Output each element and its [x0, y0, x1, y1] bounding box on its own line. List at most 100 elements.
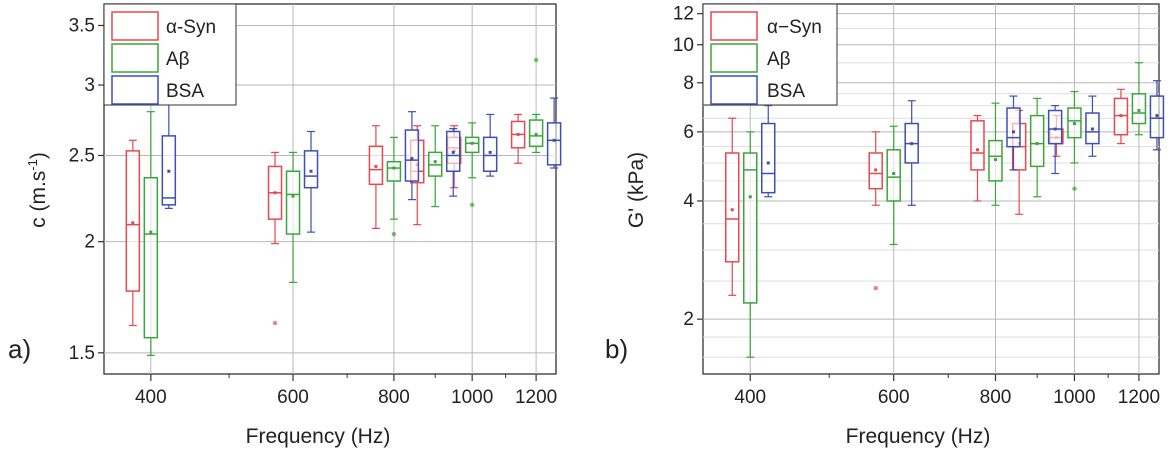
mean-marker — [993, 158, 997, 162]
y-tick-label: 12 — [673, 4, 694, 25]
y-tick-label: 4 — [683, 191, 694, 212]
mean-marker — [766, 161, 770, 165]
y-tick-label: 2 — [683, 309, 694, 330]
mean-marker — [1090, 127, 1094, 131]
mean-marker — [1035, 142, 1039, 146]
x-tick-label: 400 — [135, 387, 167, 408]
mean-marker — [1011, 130, 1015, 134]
legend-swatch — [111, 75, 159, 105]
y-tick-label: 8 — [683, 73, 694, 94]
box — [482, 136, 498, 172]
outlier-point — [873, 285, 878, 291]
x-tick-label: 1200 — [1118, 387, 1160, 408]
legend-frame — [702, 3, 838, 106]
mean-marker — [273, 191, 277, 195]
legend-swatch — [710, 11, 758, 41]
y-tick-label: 6 — [683, 122, 694, 143]
legend-label: Aβ — [166, 49, 190, 70]
x-tick-label: 1200 — [515, 387, 557, 408]
box — [886, 149, 901, 202]
box — [285, 170, 301, 235]
box — [760, 122, 776, 194]
y-axis-label: G' (kPa) — [625, 152, 648, 228]
mean-marker — [470, 141, 474, 145]
mean-marker — [1155, 114, 1159, 118]
x-tick-label: 600 — [277, 387, 309, 408]
mean-marker — [1137, 109, 1141, 113]
y-tick-label: 3 — [84, 75, 95, 96]
mean-marker — [451, 150, 455, 154]
box — [546, 122, 562, 166]
panel-label: b) — [605, 334, 628, 364]
x-tick-label: 1000 — [1053, 387, 1095, 408]
legend-label: α−Syn — [767, 17, 822, 38]
mean-marker — [534, 132, 538, 136]
y-axis-label: c (m.s-1) — [25, 152, 50, 228]
x-axis-label: Frequency (Hz) — [246, 425, 391, 448]
boxes-a — [125, 57, 562, 357]
x-axis-label: Frequency (Hz) — [846, 425, 991, 448]
panel-label: a) — [8, 334, 31, 364]
outlier-point — [469, 202, 475, 208]
y-tick-label: 10 — [673, 35, 694, 56]
y-tick-label: 2.5 — [69, 145, 95, 166]
legend-frame — [103, 3, 237, 106]
legend-label: α-Syn — [166, 17, 216, 38]
chart-panel-a: 1.5 2 2.5 3 3.5 400 600 800 1000 1200 α-Syn Aβ BS… — [8, 3, 562, 448]
mean-marker — [892, 171, 896, 175]
boxes-b — [724, 62, 1165, 358]
mean-marker — [1119, 114, 1123, 118]
ticks-a: 1.5 2 2.5 3 3.5 400 600 800 1000 1200 — [69, 15, 558, 408]
mean-marker — [748, 195, 752, 199]
legend-swatch — [111, 43, 159, 73]
mean-marker — [874, 168, 878, 172]
legend-b: α−Syn Aβ BSA — [702, 3, 838, 106]
box — [742, 152, 758, 304]
y-axis-label-close: ) — [27, 152, 50, 159]
box — [404, 129, 420, 182]
box — [1047, 109, 1063, 145]
mean-marker — [374, 164, 378, 168]
box — [1029, 114, 1045, 168]
legend-swatch — [710, 43, 758, 73]
outlier-point — [533, 57, 539, 63]
mean-marker — [1072, 122, 1076, 126]
legend-label: BSA — [767, 81, 805, 102]
mean-marker — [552, 138, 556, 142]
y-axis-label-sup: -1 — [25, 159, 40, 171]
box — [125, 150, 141, 292]
box — [970, 120, 985, 171]
mean-marker — [392, 166, 396, 170]
mean-marker — [1053, 127, 1057, 131]
y-tick-label: 3.5 — [69, 15, 95, 36]
mean-marker — [975, 148, 979, 152]
x-tick-label: 800 — [980, 387, 1012, 408]
mean-marker — [410, 157, 414, 161]
x-tick-label: 1000 — [451, 387, 493, 408]
ticks-b: 2 4 6 8 10 12 400 600 800 1000 1200 — [673, 4, 1160, 408]
box — [143, 176, 159, 339]
mean-marker — [516, 132, 520, 136]
mean-marker — [149, 230, 153, 234]
box — [1131, 93, 1147, 125]
box — [724, 152, 740, 263]
mean-marker — [131, 221, 135, 225]
mean-marker — [488, 150, 492, 154]
legend-a: α-Syn Aβ BSA — [103, 3, 237, 106]
y-tick-label: 1.5 — [69, 343, 95, 364]
legend-swatch — [710, 75, 758, 105]
mean-marker — [433, 160, 437, 164]
x-tick-label: 800 — [378, 387, 410, 408]
mean-marker — [910, 142, 914, 146]
box — [303, 150, 319, 189]
legend-label: BSA — [166, 81, 204, 102]
box — [464, 136, 480, 154]
mean-marker — [291, 194, 295, 198]
outlier-point — [272, 320, 278, 326]
box — [386, 160, 402, 182]
outlier-point — [391, 231, 397, 237]
outlier-point — [1072, 186, 1077, 191]
x-tick-label: 600 — [878, 387, 910, 408]
chart-panel-b: 2 4 6 8 10 12 400 600 800 1000 1200 α−Syn Aβ BSA F… — [605, 3, 1165, 448]
